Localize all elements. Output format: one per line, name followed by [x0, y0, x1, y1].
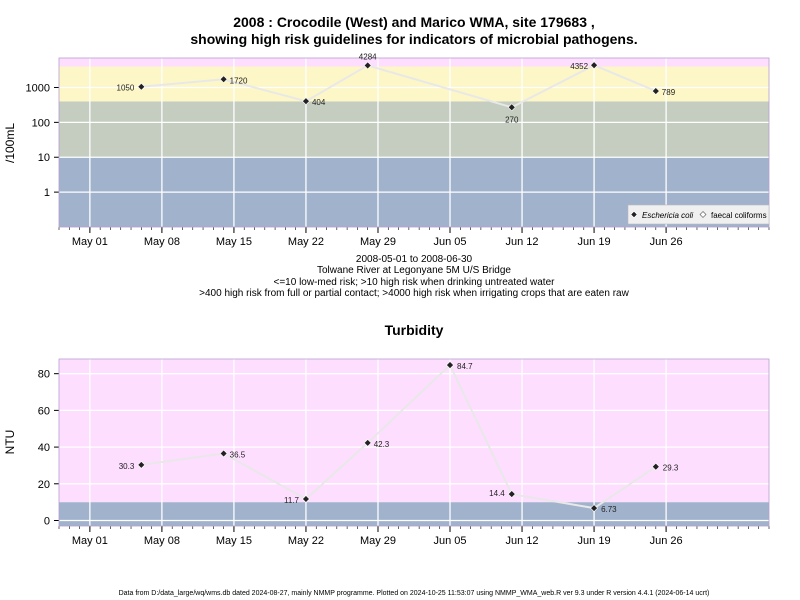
- chart1-caption-3: <=10 low-med risk; >10 high risk when dr…: [274, 277, 556, 288]
- chart2-point: [507, 490, 516, 498]
- chart1-xtick-label: Jun 26: [650, 236, 683, 248]
- chart2-point: [363, 438, 372, 447]
- chart1-data-label: 270: [505, 115, 519, 124]
- chart1-caption-4: >400 high risk from full or partial cont…: [199, 288, 629, 299]
- chart2-frame: [58, 358, 770, 527]
- chart2-data-label: 84.7: [457, 362, 473, 371]
- chart2-xtick-label: Jun 12: [506, 535, 539, 547]
- chart1-frame: [58, 57, 770, 228]
- chart2-data-label: 11.7: [284, 496, 300, 505]
- chart2-data-label: 14.4: [489, 489, 505, 498]
- chart2-xtick-label: May 01: [72, 535, 108, 547]
- chart2-title: Turbidity: [385, 322, 444, 338]
- legend-marker-faecal: [699, 211, 707, 218]
- chart2-data-label: 29.3: [663, 464, 679, 473]
- chart1-xtick-label: May 01: [72, 236, 108, 248]
- chart1-panel: May 01 May 08 May 15 May 22 May 29 Jun 05 Jun …: [26, 52, 770, 248]
- chart1-legend: Eschericia coli faecal coliforms: [627, 204, 770, 225]
- chart2-ytick-label: 0: [44, 515, 50, 527]
- chart1-point: [363, 61, 372, 70]
- chart1-point: [219, 75, 228, 84]
- chart1-point: [302, 97, 310, 106]
- chart1-data-label: 789: [662, 88, 676, 97]
- chart2-data-label: 42.3: [374, 440, 390, 449]
- chart2-ytick-label: 20: [38, 479, 50, 491]
- chart1-xtick-label: May 22: [288, 236, 324, 248]
- chart1-xtick-label: Jun 19: [578, 236, 611, 248]
- chart1-data-label: 1720: [230, 76, 248, 85]
- chart1-xtick-label: Jun 12: [506, 236, 539, 248]
- chart1-point: [651, 87, 660, 95]
- chart1-xtick-label: Jun 05: [433, 236, 466, 248]
- legend-label-faecal: faecal coliforms: [711, 211, 767, 220]
- chart2-point: [219, 449, 228, 458]
- chart2-xtick-label: May 15: [216, 535, 252, 547]
- chart2-ytick-label: 80: [38, 369, 50, 381]
- chart1-caption-2: Tolwane River at Legonyane 5M U/S Bridge: [317, 265, 511, 276]
- footer-note: Data from D:/data_large/wq/wms.db dated …: [119, 590, 710, 597]
- chart1-data-label: 1050: [117, 84, 135, 93]
- chart1-ytick-label: 100: [32, 117, 50, 129]
- chart2-ylabel: NTU: [3, 430, 17, 455]
- chart2-band-1: [59, 359, 769, 503]
- chart1-point: [137, 82, 146, 91]
- chart2-xtick-label: May 22: [288, 535, 324, 547]
- chart1-band-1: [59, 101, 769, 158]
- chart1-ytick-label: 1: [44, 187, 50, 199]
- chart2-series-line: [141, 363, 657, 510]
- chart2-ytick-label: 40: [38, 442, 50, 454]
- chart1-xtick-label: May 08: [144, 236, 180, 248]
- chart2-xtick-label: May 08: [144, 535, 180, 547]
- chart1-data-label: 404: [312, 98, 326, 107]
- chart1-xtick-label: May 29: [360, 236, 396, 248]
- legend-label-ecoli: Eschericia coli: [642, 211, 693, 220]
- chart1-caption-1: 2008-05-01 to 2008-06-30: [356, 254, 473, 265]
- chart1-ytick-label: 1000: [26, 82, 50, 94]
- chart2-point: [590, 504, 598, 513]
- chart2-point: [446, 361, 454, 369]
- chart2-point: [651, 462, 660, 471]
- chart2-panel: May 01 May 08 May 15 May 22 May 29 Jun 05 Jun …: [38, 358, 770, 547]
- legend-box: [627, 204, 770, 225]
- chart1-ylabel: /100mL: [3, 123, 17, 163]
- chart2-ytick-label: 60: [38, 405, 50, 417]
- chart2-xtick-label: Jun 19: [578, 535, 611, 547]
- chart1-subtitle: showing high risk guidelines for indicat…: [190, 31, 637, 47]
- chart2-xtick-label: May 29: [360, 535, 396, 547]
- chart1-band-3: [59, 58, 769, 67]
- legend-marker-ecoli: [630, 211, 638, 218]
- chart2-data-label: 6.73: [601, 505, 617, 514]
- chart1-ytick-label: 10: [38, 152, 50, 164]
- chart1-data-label: 4284: [359, 52, 377, 61]
- chart1-title: 2008 : Crocodile (West) and Marico WMA, …: [233, 14, 595, 30]
- chart2-data-label: 30.3: [119, 462, 135, 471]
- chart1-point: [507, 103, 516, 112]
- chart1-xtick-label: May 15: [216, 236, 252, 248]
- chart2-xtick-label: Jun 05: [433, 535, 466, 547]
- chart2-point: [302, 495, 310, 503]
- chart2-band-0: [59, 502, 769, 526]
- chart1-data-label: 4352: [570, 62, 588, 71]
- chart1-point: [590, 61, 598, 70]
- chart2-point: [137, 460, 146, 469]
- chart2-xtick-label: Jun 26: [650, 535, 683, 547]
- chart2-data-label: 36.5: [230, 451, 246, 460]
